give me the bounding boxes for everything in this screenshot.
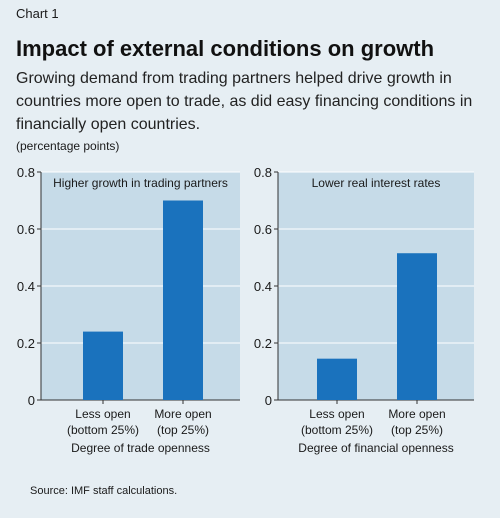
y-tick-label: 0.2 [254, 336, 272, 351]
y-tick-label: 0.2 [17, 336, 35, 351]
x-category-label: (bottom 25%) [301, 423, 373, 437]
x-category-label: (top 25%) [391, 423, 443, 437]
y-tick-label: 0.4 [254, 279, 272, 294]
unit-label: (percentage points) [16, 139, 120, 153]
y-tick-label: 0.8 [254, 165, 272, 180]
chart-number-label: Chart 1 [16, 6, 59, 21]
y-tick-label: 0 [265, 393, 272, 408]
bar [317, 358, 357, 400]
bar [397, 253, 437, 400]
panel-title: Lower real interest rates [312, 176, 441, 190]
y-tick-label: 0.6 [17, 222, 35, 237]
x-axis-title: Degree of trade openness [71, 441, 210, 455]
x-category-label: (bottom 25%) [67, 423, 139, 437]
y-tick-label: 0.8 [17, 165, 35, 180]
bar [163, 200, 203, 400]
panel-title: Higher growth in trading partners [53, 176, 228, 190]
x-category-label: (top 25%) [157, 423, 209, 437]
y-tick-label: 0.6 [254, 222, 272, 237]
source-note: Source: IMF staff calculations. [30, 485, 178, 497]
chart-subtitle: Growing demand from trading partners hel… [16, 70, 473, 133]
y-tick-label: 0.4 [17, 279, 35, 294]
y-tick-label: 0 [28, 393, 35, 408]
bar [83, 331, 123, 400]
x-category-label: Less open [75, 407, 130, 421]
x-axis-title: Degree of financial openness [298, 441, 453, 455]
x-category-label: Less open [309, 407, 364, 421]
chart-title: Impact of external conditions on growth [16, 36, 435, 61]
x-category-label: More open [388, 407, 445, 421]
x-category-label: More open [154, 407, 211, 421]
